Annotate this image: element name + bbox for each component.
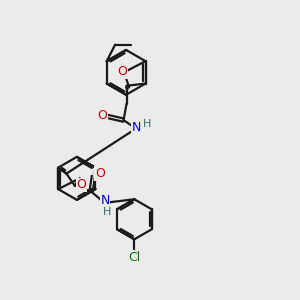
Text: O: O — [98, 109, 108, 122]
Text: O: O — [95, 167, 105, 180]
Text: O: O — [76, 178, 86, 191]
Text: N: N — [132, 121, 141, 134]
Text: Cl: Cl — [128, 251, 140, 264]
Text: N: N — [100, 194, 110, 207]
Text: H: H — [143, 119, 152, 129]
Text: O: O — [118, 65, 128, 78]
Text: H: H — [103, 207, 112, 217]
